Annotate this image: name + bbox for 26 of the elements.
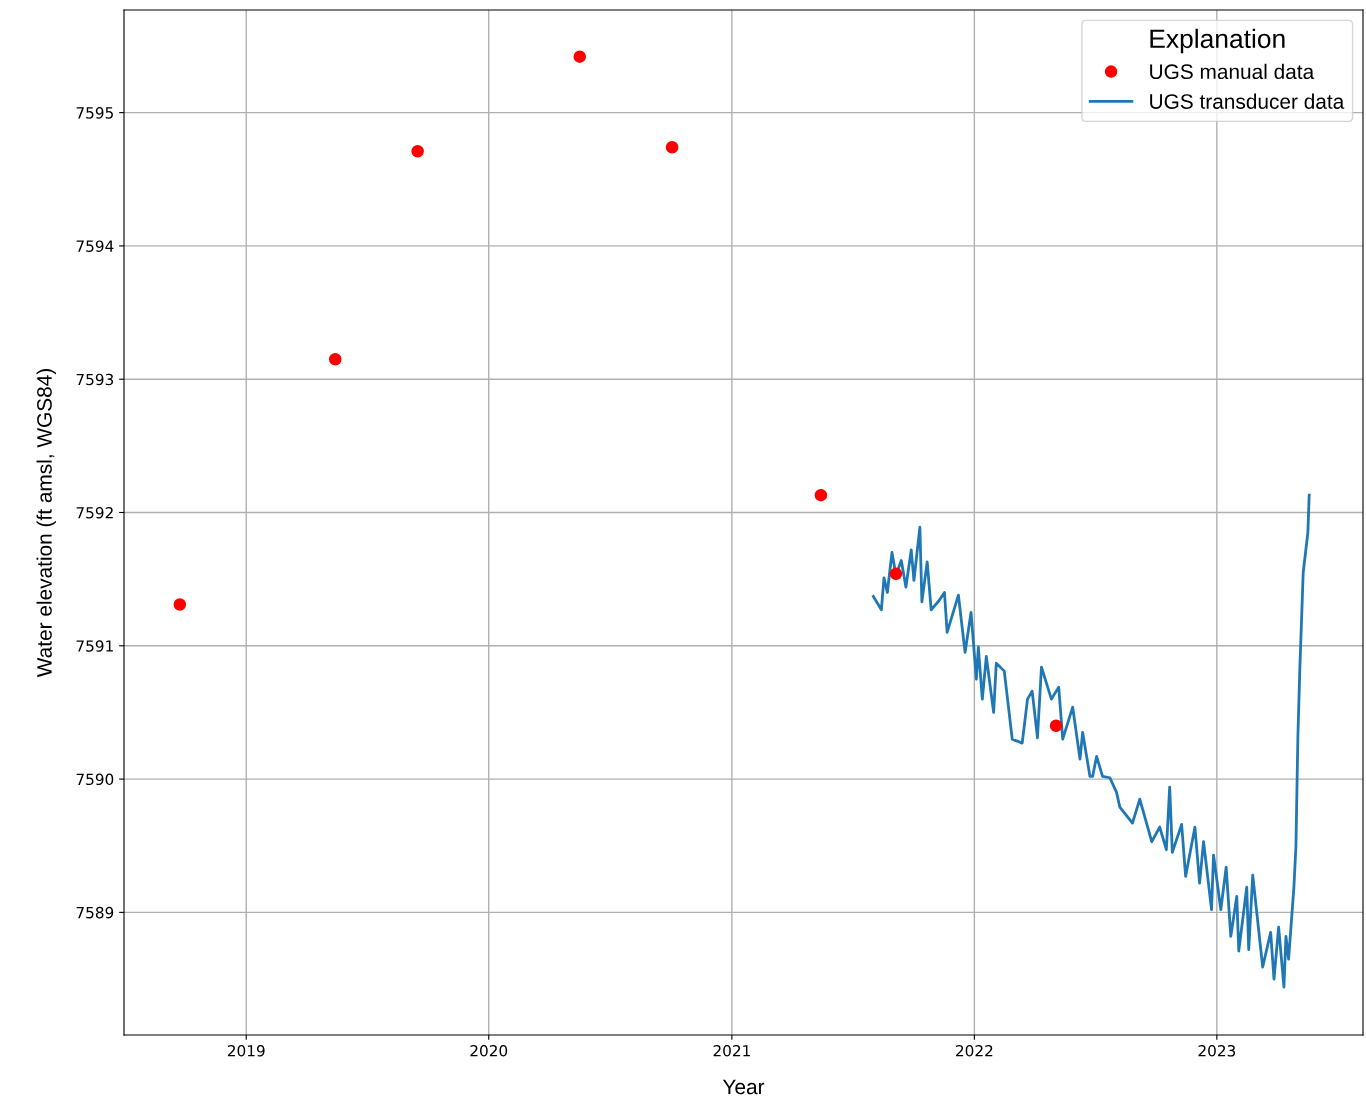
- line-series: [871, 493, 1311, 989]
- point: [573, 50, 586, 63]
- x-axis-title: Year: [722, 1079, 765, 1095]
- y-tick-label: 7590: [76, 773, 114, 786]
- y-tick-label: 7592: [76, 506, 113, 519]
- point: [665, 141, 679, 154]
- point: [329, 352, 342, 366]
- point: [814, 488, 828, 502]
- y-tick-label: 7593: [76, 373, 114, 386]
- x-tick-label: 2022: [956, 1044, 993, 1057]
- x-tick-label: 2019: [227, 1044, 265, 1057]
- x-tick-label: 2020: [470, 1044, 508, 1057]
- y-tick-label: 7595: [76, 107, 113, 119]
- legend-label: UGS manual data: [1150, 63, 1315, 80]
- point: [889, 567, 903, 581]
- y-tick-label: 7594: [76, 240, 114, 252]
- y-axis-title: Water elevation (ft amsl, WGS84): [36, 369, 56, 678]
- x-tick-label: 2023: [1198, 1044, 1236, 1057]
- y-tick-label: 7589: [76, 906, 114, 919]
- y-tick-label: 7591: [76, 640, 113, 652]
- point: [173, 598, 187, 611]
- legend-title: Explanation: [1150, 28, 1285, 54]
- point: [1049, 719, 1063, 733]
- point: [411, 145, 424, 158]
- legend-label: UGS transducer data: [1150, 93, 1345, 109]
- x-tick-label: 2021: [713, 1044, 750, 1057]
